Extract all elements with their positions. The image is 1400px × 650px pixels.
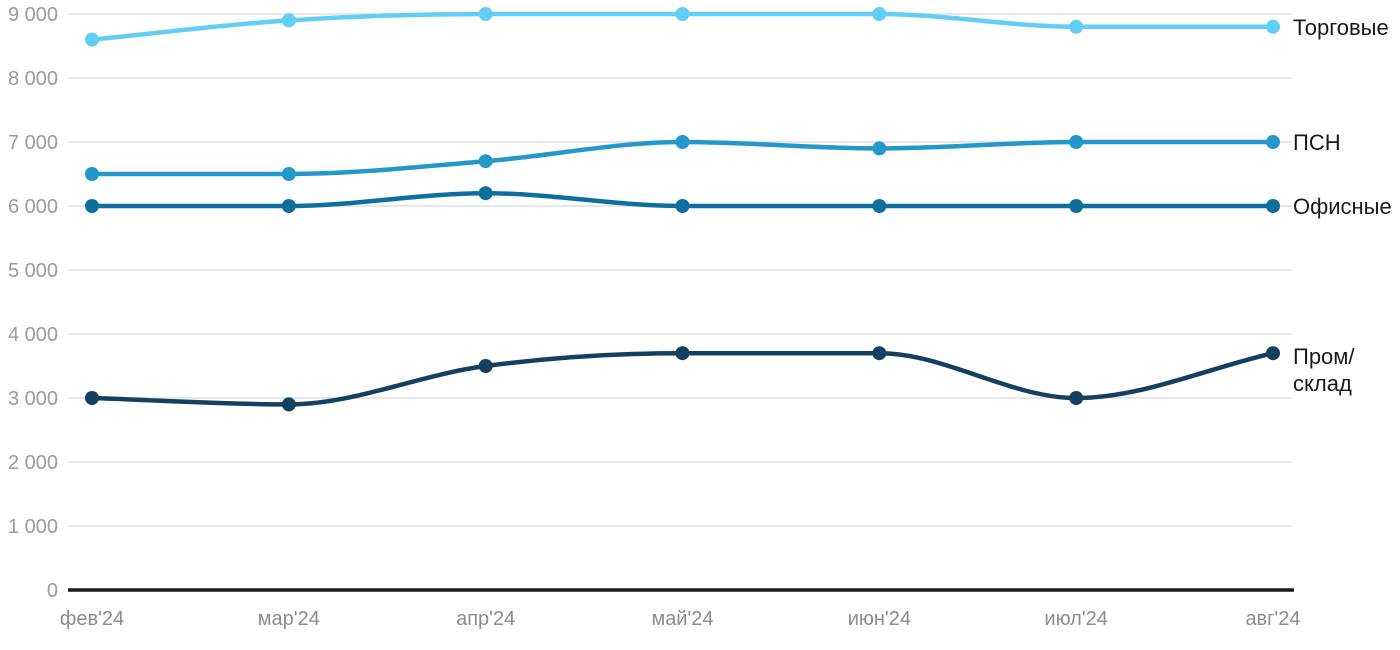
x-tick-label: июн'24 (848, 608, 911, 630)
series-marker-prom-sklad (872, 346, 887, 361)
series-label-line: Торговые (1293, 15, 1389, 40)
x-tick-label: июл'24 (1044, 608, 1107, 630)
series-marker-prom-sklad (478, 359, 493, 373)
y-tick-label: 1 000 (8, 516, 58, 538)
series-marker-torgovye (478, 7, 493, 21)
series-marker-prom-sklad (281, 397, 296, 412)
x-tick-label: фев'24 (60, 608, 124, 630)
x-tick-label: авг'24 (1245, 608, 1300, 630)
y-tick-label: 6 000 (8, 196, 58, 218)
series-marker-psn (675, 135, 690, 149)
series-marker-torgovye (1069, 19, 1084, 34)
series-marker-torgovye (281, 13, 296, 28)
y-tick-label: 2 000 (8, 452, 58, 474)
series-marker-ofisnye (675, 199, 690, 213)
series-label-line: ПСН (1293, 130, 1341, 155)
series-marker-torgovye (1266, 19, 1280, 34)
series-marker-psn (1266, 135, 1280, 149)
series-label-torgovye: Торговые (1293, 15, 1389, 40)
x-tick-label: мар'24 (258, 608, 320, 630)
series-marker-ofisnye (1069, 199, 1084, 213)
series-marker-psn (872, 141, 887, 156)
series-marker-ofisnye (872, 199, 887, 213)
series-marker-psn (281, 167, 296, 181)
series-marker-ofisnye (478, 186, 493, 201)
series-marker-ofisnye (1266, 199, 1280, 213)
series-marker-torgovye (675, 7, 690, 21)
series-marker-psn (478, 154, 493, 169)
x-tick-label: май'24 (651, 608, 713, 630)
series-marker-torgovye (85, 32, 99, 47)
y-tick-label: 5 000 (8, 260, 58, 282)
series-marker-torgovye (872, 7, 887, 21)
series-label-line: склад (1293, 371, 1352, 396)
y-tick-label: 8 000 (8, 68, 58, 90)
y-tick-label: 9 000 (8, 4, 58, 26)
series-label-line: Пром/ (1293, 344, 1355, 369)
series-marker-prom-sklad (675, 346, 690, 361)
series-label-line: Офисные (1293, 194, 1392, 219)
series-label-prom-sklad: Пром/склад (1293, 344, 1355, 396)
series-line-prom-sklad (89, 350, 1276, 407)
y-tick-label: 0 (47, 580, 58, 602)
series-marker-ofisnye (281, 199, 296, 213)
y-tick-label: 7 000 (8, 132, 58, 154)
y-tick-label: 3 000 (8, 388, 58, 410)
series-marker-prom-sklad (85, 391, 99, 405)
series-marker-psn (85, 167, 99, 181)
x-tick-label: апр'24 (456, 608, 515, 630)
series-marker-prom-sklad (1266, 346, 1280, 361)
series-label-ofisnye: Офисные (1293, 194, 1392, 219)
y-tick-label: 4 000 (8, 324, 58, 346)
series-marker-ofisnye (85, 199, 99, 213)
series-marker-psn (1069, 135, 1084, 149)
series-marker-prom-sklad (1069, 391, 1084, 405)
series-label-psn: ПСН (1293, 130, 1341, 155)
